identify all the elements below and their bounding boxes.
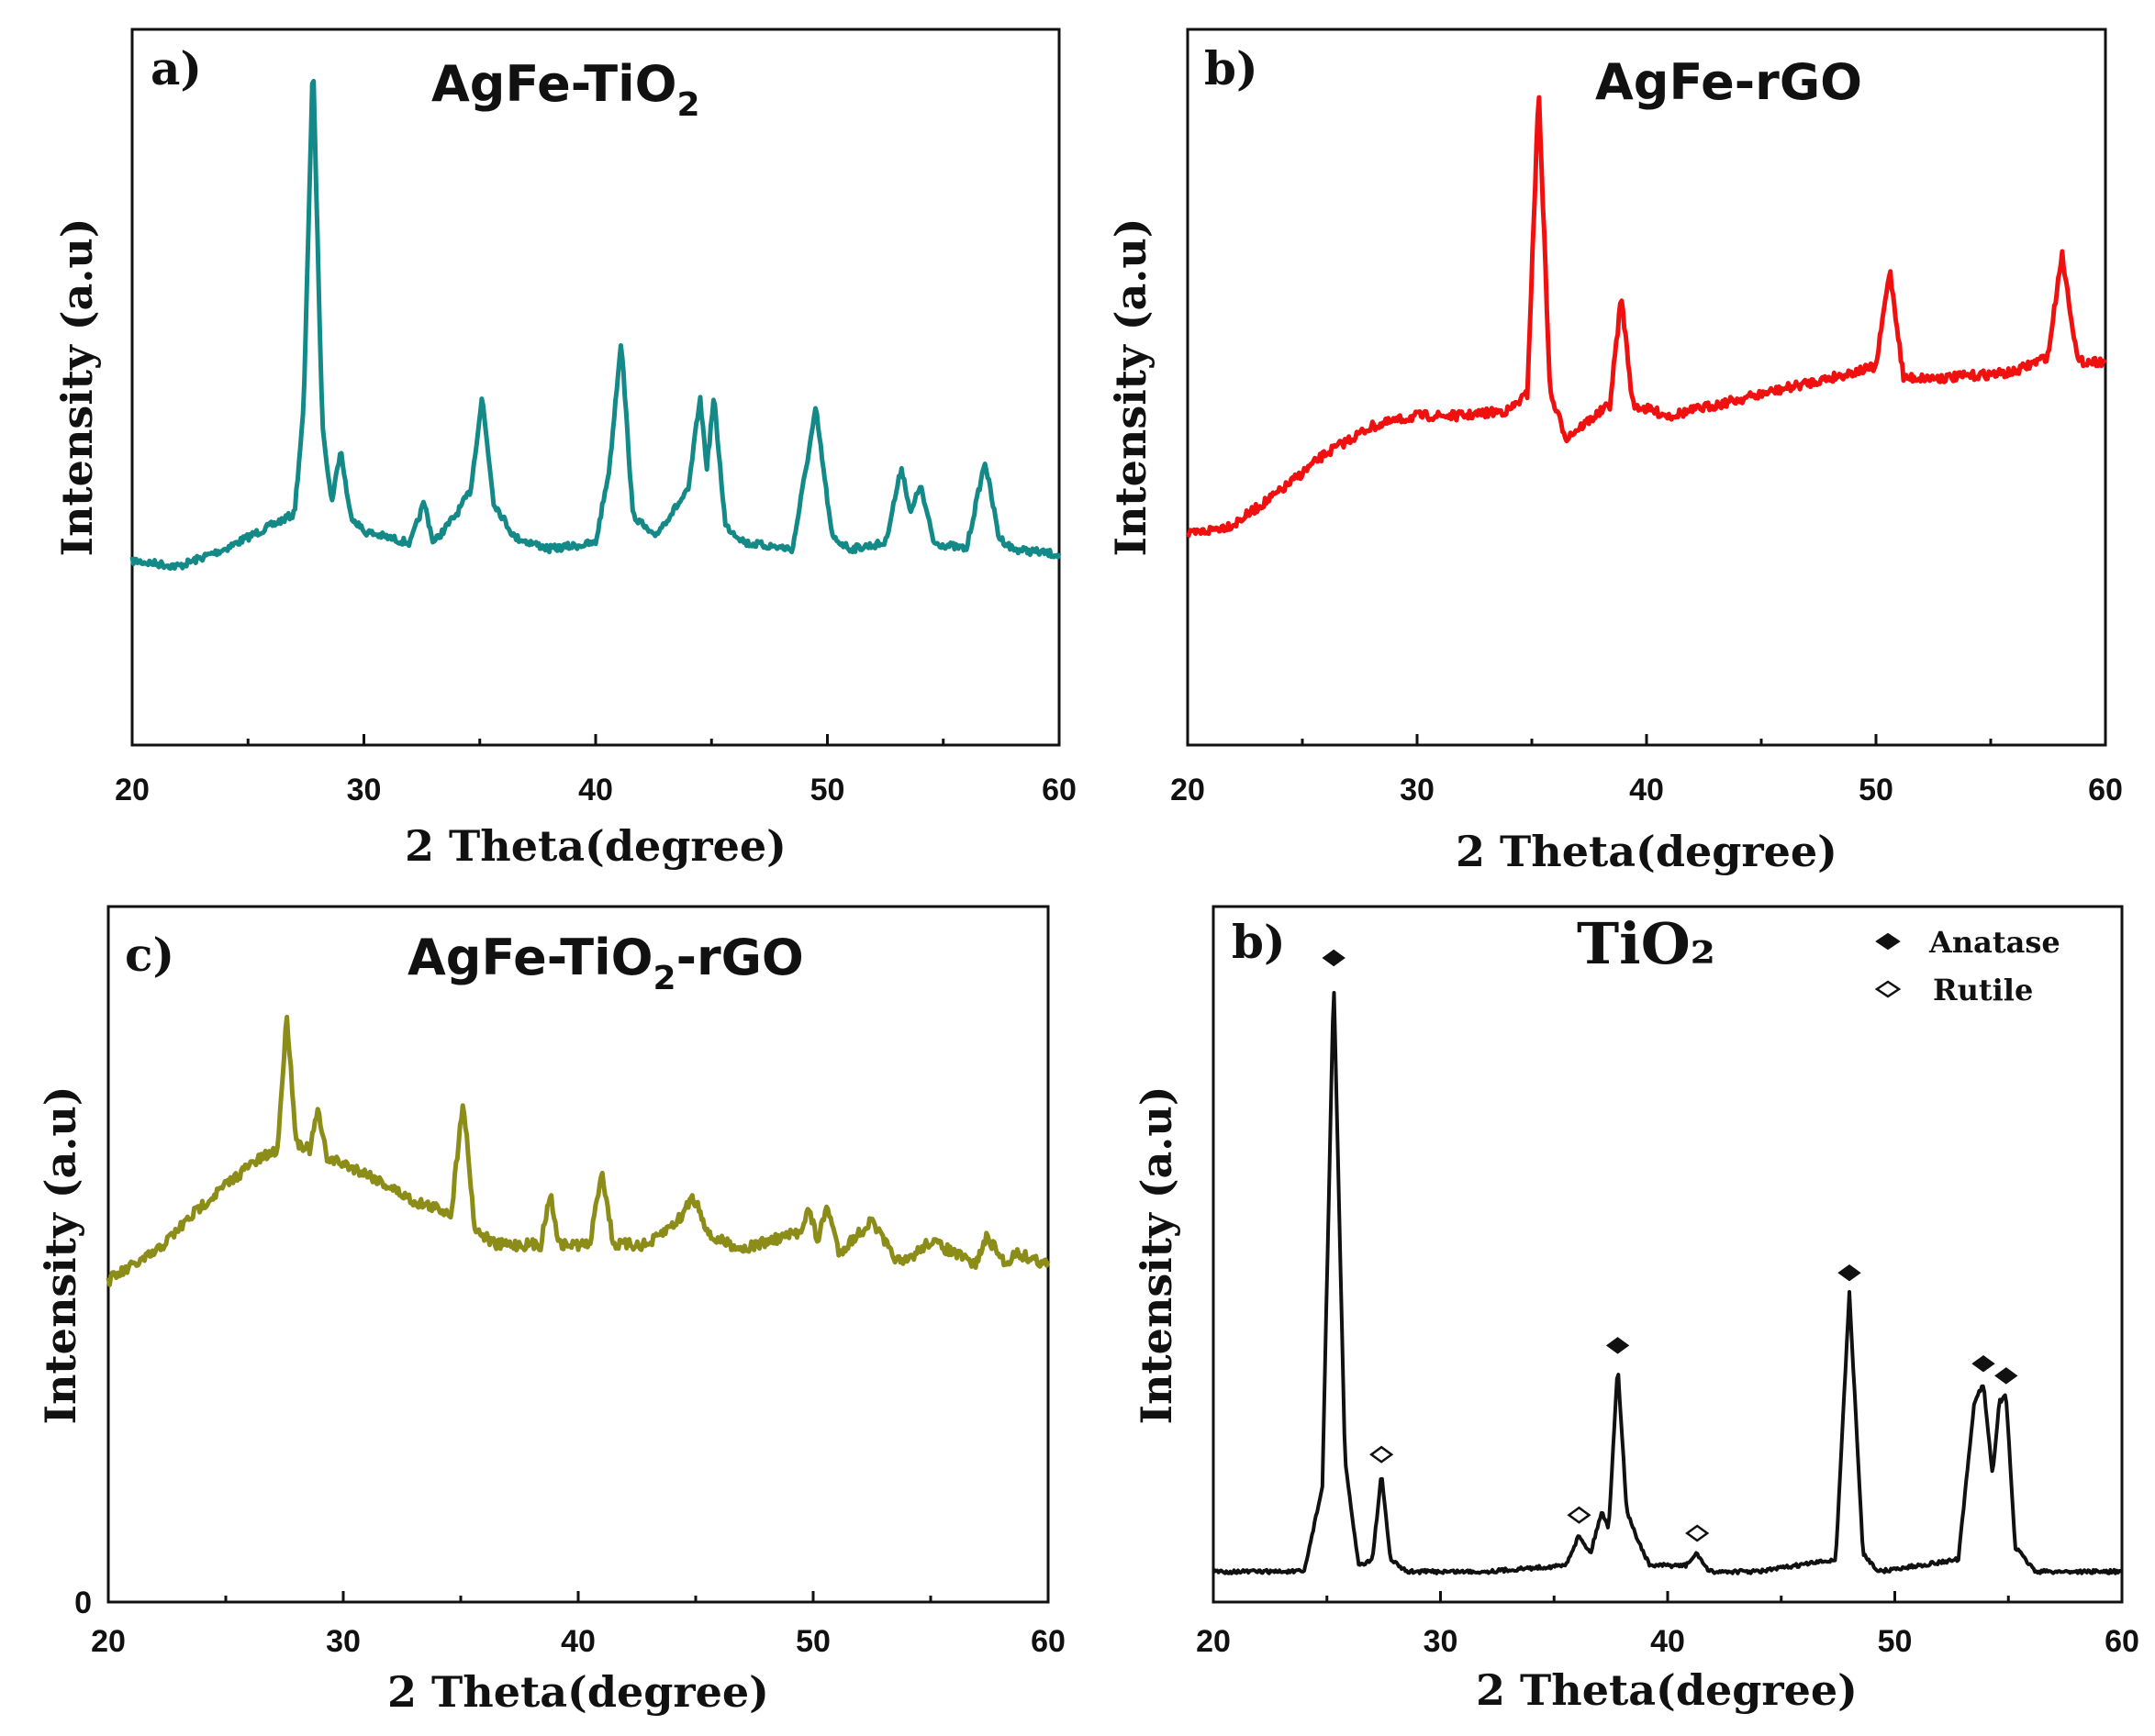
x-tick-label: 60 xyxy=(2105,1624,2139,1659)
rutile-peak-marker xyxy=(1685,1524,1710,1542)
x-tick-label: 50 xyxy=(810,773,845,807)
x-axis-label-a: 2 Theta(degree) xyxy=(405,821,787,871)
x-axis-label-c: 2 Theta(degree) xyxy=(387,1667,769,1717)
panel-c: 20 30 40 50 60 0 c) AgFe-TiO2-rGO 2 Theta(de… xyxy=(36,905,1066,1717)
anatase-peak-marker xyxy=(1837,1263,1861,1282)
plot-frame-b xyxy=(1186,28,2107,747)
panel-label-b: b) xyxy=(1204,41,1258,95)
x-ticks-a: 20 30 40 50 60 xyxy=(115,734,1077,807)
series-line-c xyxy=(106,1014,1051,1287)
x-tick-label: 20 xyxy=(1170,773,1205,807)
plot-frame-a xyxy=(130,28,1061,747)
x-axis-label-b: 2 Theta(degree) xyxy=(1456,827,1837,876)
x-tick-label: 30 xyxy=(1424,1624,1458,1659)
x-axis-label-d: 2 Theta(degree) xyxy=(1476,1665,1858,1715)
anatase-peak-marker xyxy=(1605,1337,1630,1354)
x-tick-label: 60 xyxy=(1042,773,1077,807)
legend-anatase-marker xyxy=(1875,932,1901,951)
y-axis-label-a: Intensity (a.u) xyxy=(52,217,102,556)
x-tick-label: 20 xyxy=(91,1624,126,1659)
rutile-peak-marker xyxy=(1567,1506,1591,1524)
x-tick-label: 40 xyxy=(1650,1624,1685,1659)
x-tick-label: 40 xyxy=(578,773,613,807)
x-tick-label: 30 xyxy=(347,773,382,807)
x-tick-label: 30 xyxy=(326,1624,361,1659)
legend-rutile-marker xyxy=(1874,980,1902,998)
chart-title-a: AgFe-TiO2 xyxy=(431,55,700,124)
x-tick-label: 60 xyxy=(2088,773,2123,807)
x-tick-label: 20 xyxy=(1196,1624,1231,1659)
panel-a: 20 30 40 50 60 a) AgFe-TiO2 2 Theta(degree) … xyxy=(52,28,1077,871)
x-tick-label: 60 xyxy=(1031,1624,1066,1659)
y-tick-label-zero: 0 xyxy=(74,1586,92,1620)
chart-title-c: AgFe-TiO2-rGO xyxy=(408,929,804,997)
x-tick-label: 50 xyxy=(796,1624,831,1659)
x-tick-label: 30 xyxy=(1400,773,1435,807)
anatase-peak-marker xyxy=(1322,949,1345,967)
legend: Anatase Rutile xyxy=(1874,925,2060,1007)
x-ticks-c: 20 30 40 50 60 xyxy=(91,1591,1066,1659)
panel-label-c: c) xyxy=(125,928,174,982)
x-tick-label: 40 xyxy=(1629,773,1664,807)
panel-label-a: a) xyxy=(151,41,202,95)
chart-title-b: AgFe-rGO xyxy=(1595,53,1862,111)
y-axis-label-d: Intensity (a.u) xyxy=(1132,1085,1181,1424)
chart-title-d: TiO₂ xyxy=(1577,910,1715,977)
panel-label-d: b) xyxy=(1232,915,1286,969)
phase-markers xyxy=(1322,949,2018,1542)
x-ticks-b: 20 30 40 50 60 xyxy=(1170,734,2123,807)
rutile-peak-marker xyxy=(1369,1445,1394,1463)
series-line-b xyxy=(1185,95,2107,539)
x-tick-label: 40 xyxy=(561,1624,596,1659)
y-axis-label-c: Intensity (a.u) xyxy=(36,1085,85,1424)
plot-frame-c xyxy=(106,905,1050,1604)
x-tick-label: 50 xyxy=(1859,773,1893,807)
series-line-d xyxy=(1211,991,2124,1575)
legend-anatase-label: Anatase xyxy=(1928,925,2060,960)
x-ticks-d: 20 30 40 50 60 xyxy=(1196,1591,2139,1659)
panel-b: 20 30 40 50 60 b) AgFe-rGO 2 Theta(degree) I… xyxy=(1106,28,2123,876)
series-line-a xyxy=(129,78,1062,571)
anatase-peak-marker xyxy=(1971,1354,1995,1373)
x-tick-label: 20 xyxy=(115,773,150,807)
anatase-peak-marker xyxy=(1994,1367,2018,1385)
panel-d: 20 30 40 50 60 b) TiO₂ Anatase Rutile 2 Thet… xyxy=(1132,905,2139,1715)
y-axis-label-b: Intensity (a.u) xyxy=(1106,217,1156,556)
legend-rutile-label: Rutile xyxy=(1933,973,2033,1007)
x-tick-label: 50 xyxy=(1878,1624,1913,1659)
